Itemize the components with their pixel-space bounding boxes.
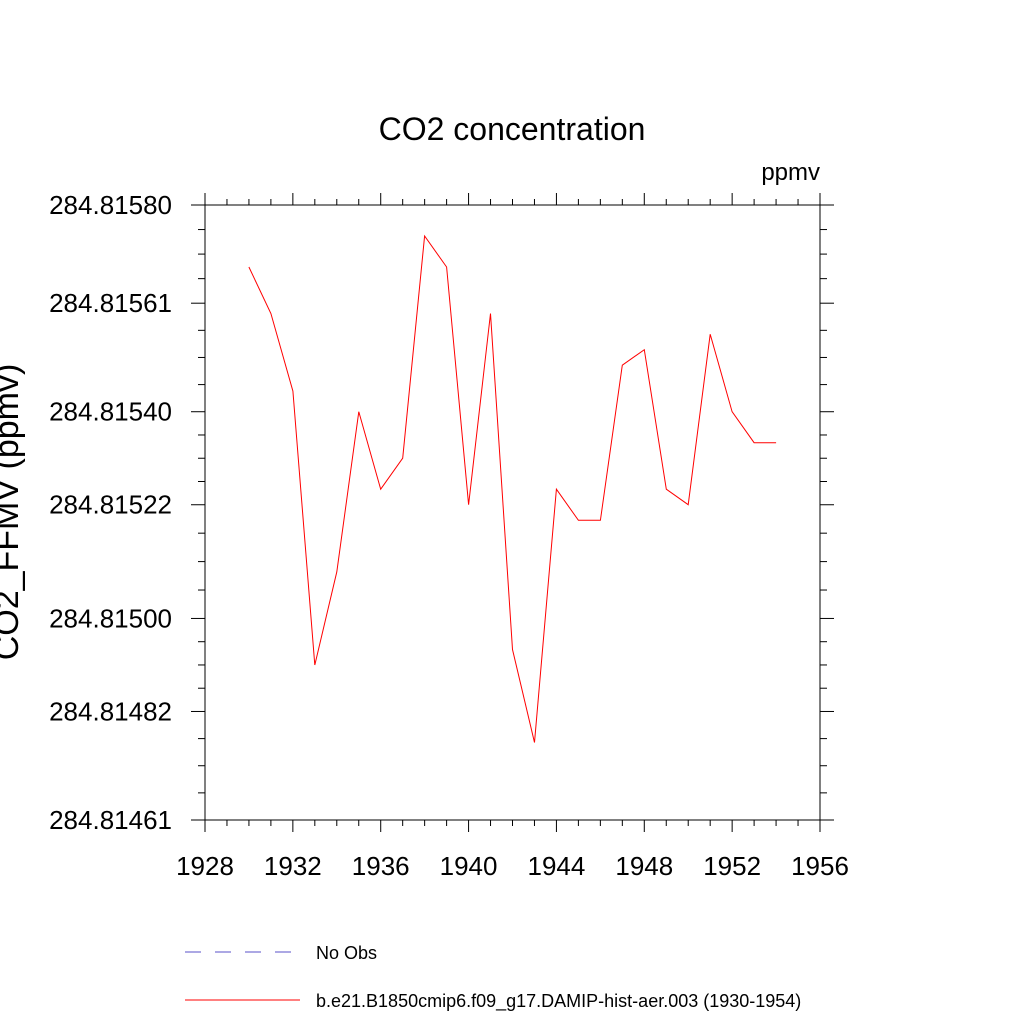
series-group — [248, 234, 777, 743]
x-tick-label: 1944 — [528, 851, 586, 881]
legend: No Obs b.e21.B1850cmip6.f09_g17.DAMIP-his… — [185, 943, 801, 1012]
x-tick-label: 1948 — [615, 851, 673, 881]
y-tick-label: 284.81561 — [49, 288, 172, 318]
y-tick-label: 284.81540 — [49, 397, 172, 427]
x-tick-label: 1928 — [176, 851, 234, 881]
y-tick-label: 284.81522 — [49, 490, 172, 520]
y-tick-label: 284.81482 — [49, 696, 172, 726]
y-tick-label: 284.81500 — [49, 603, 172, 633]
axis-ticks: 1928 1932 1936 1940 1944 1948 1952 1956 284.8146… — [49, 190, 849, 881]
y-tick-label: 284.81461 — [49, 805, 172, 835]
legend-label: b.e21.B1850cmip6.f09_g17.DAMIP-hist-aer.… — [316, 991, 801, 1012]
x-tick-label: 1936 — [352, 851, 410, 881]
y-tick-label: 284.81580 — [49, 190, 172, 220]
series-line — [248, 234, 777, 743]
x-tick-label: 1956 — [791, 851, 849, 881]
chart-title: CO2 concentration — [379, 111, 646, 147]
legend-label: No Obs — [316, 943, 377, 963]
plot-frame — [204, 204, 821, 821]
y-axis-label: CO2_FFMV (ppmv) — [0, 364, 26, 661]
units-label: ppmv — [761, 159, 820, 186]
x-tick-label: 1952 — [703, 851, 761, 881]
x-tick-label: 1932 — [264, 851, 322, 881]
x-tick-label: 1940 — [440, 851, 498, 881]
